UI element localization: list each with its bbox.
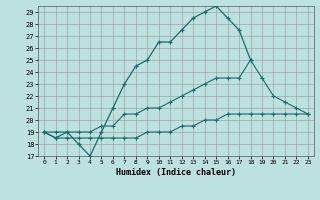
X-axis label: Humidex (Indice chaleur): Humidex (Indice chaleur) (116, 168, 236, 177)
